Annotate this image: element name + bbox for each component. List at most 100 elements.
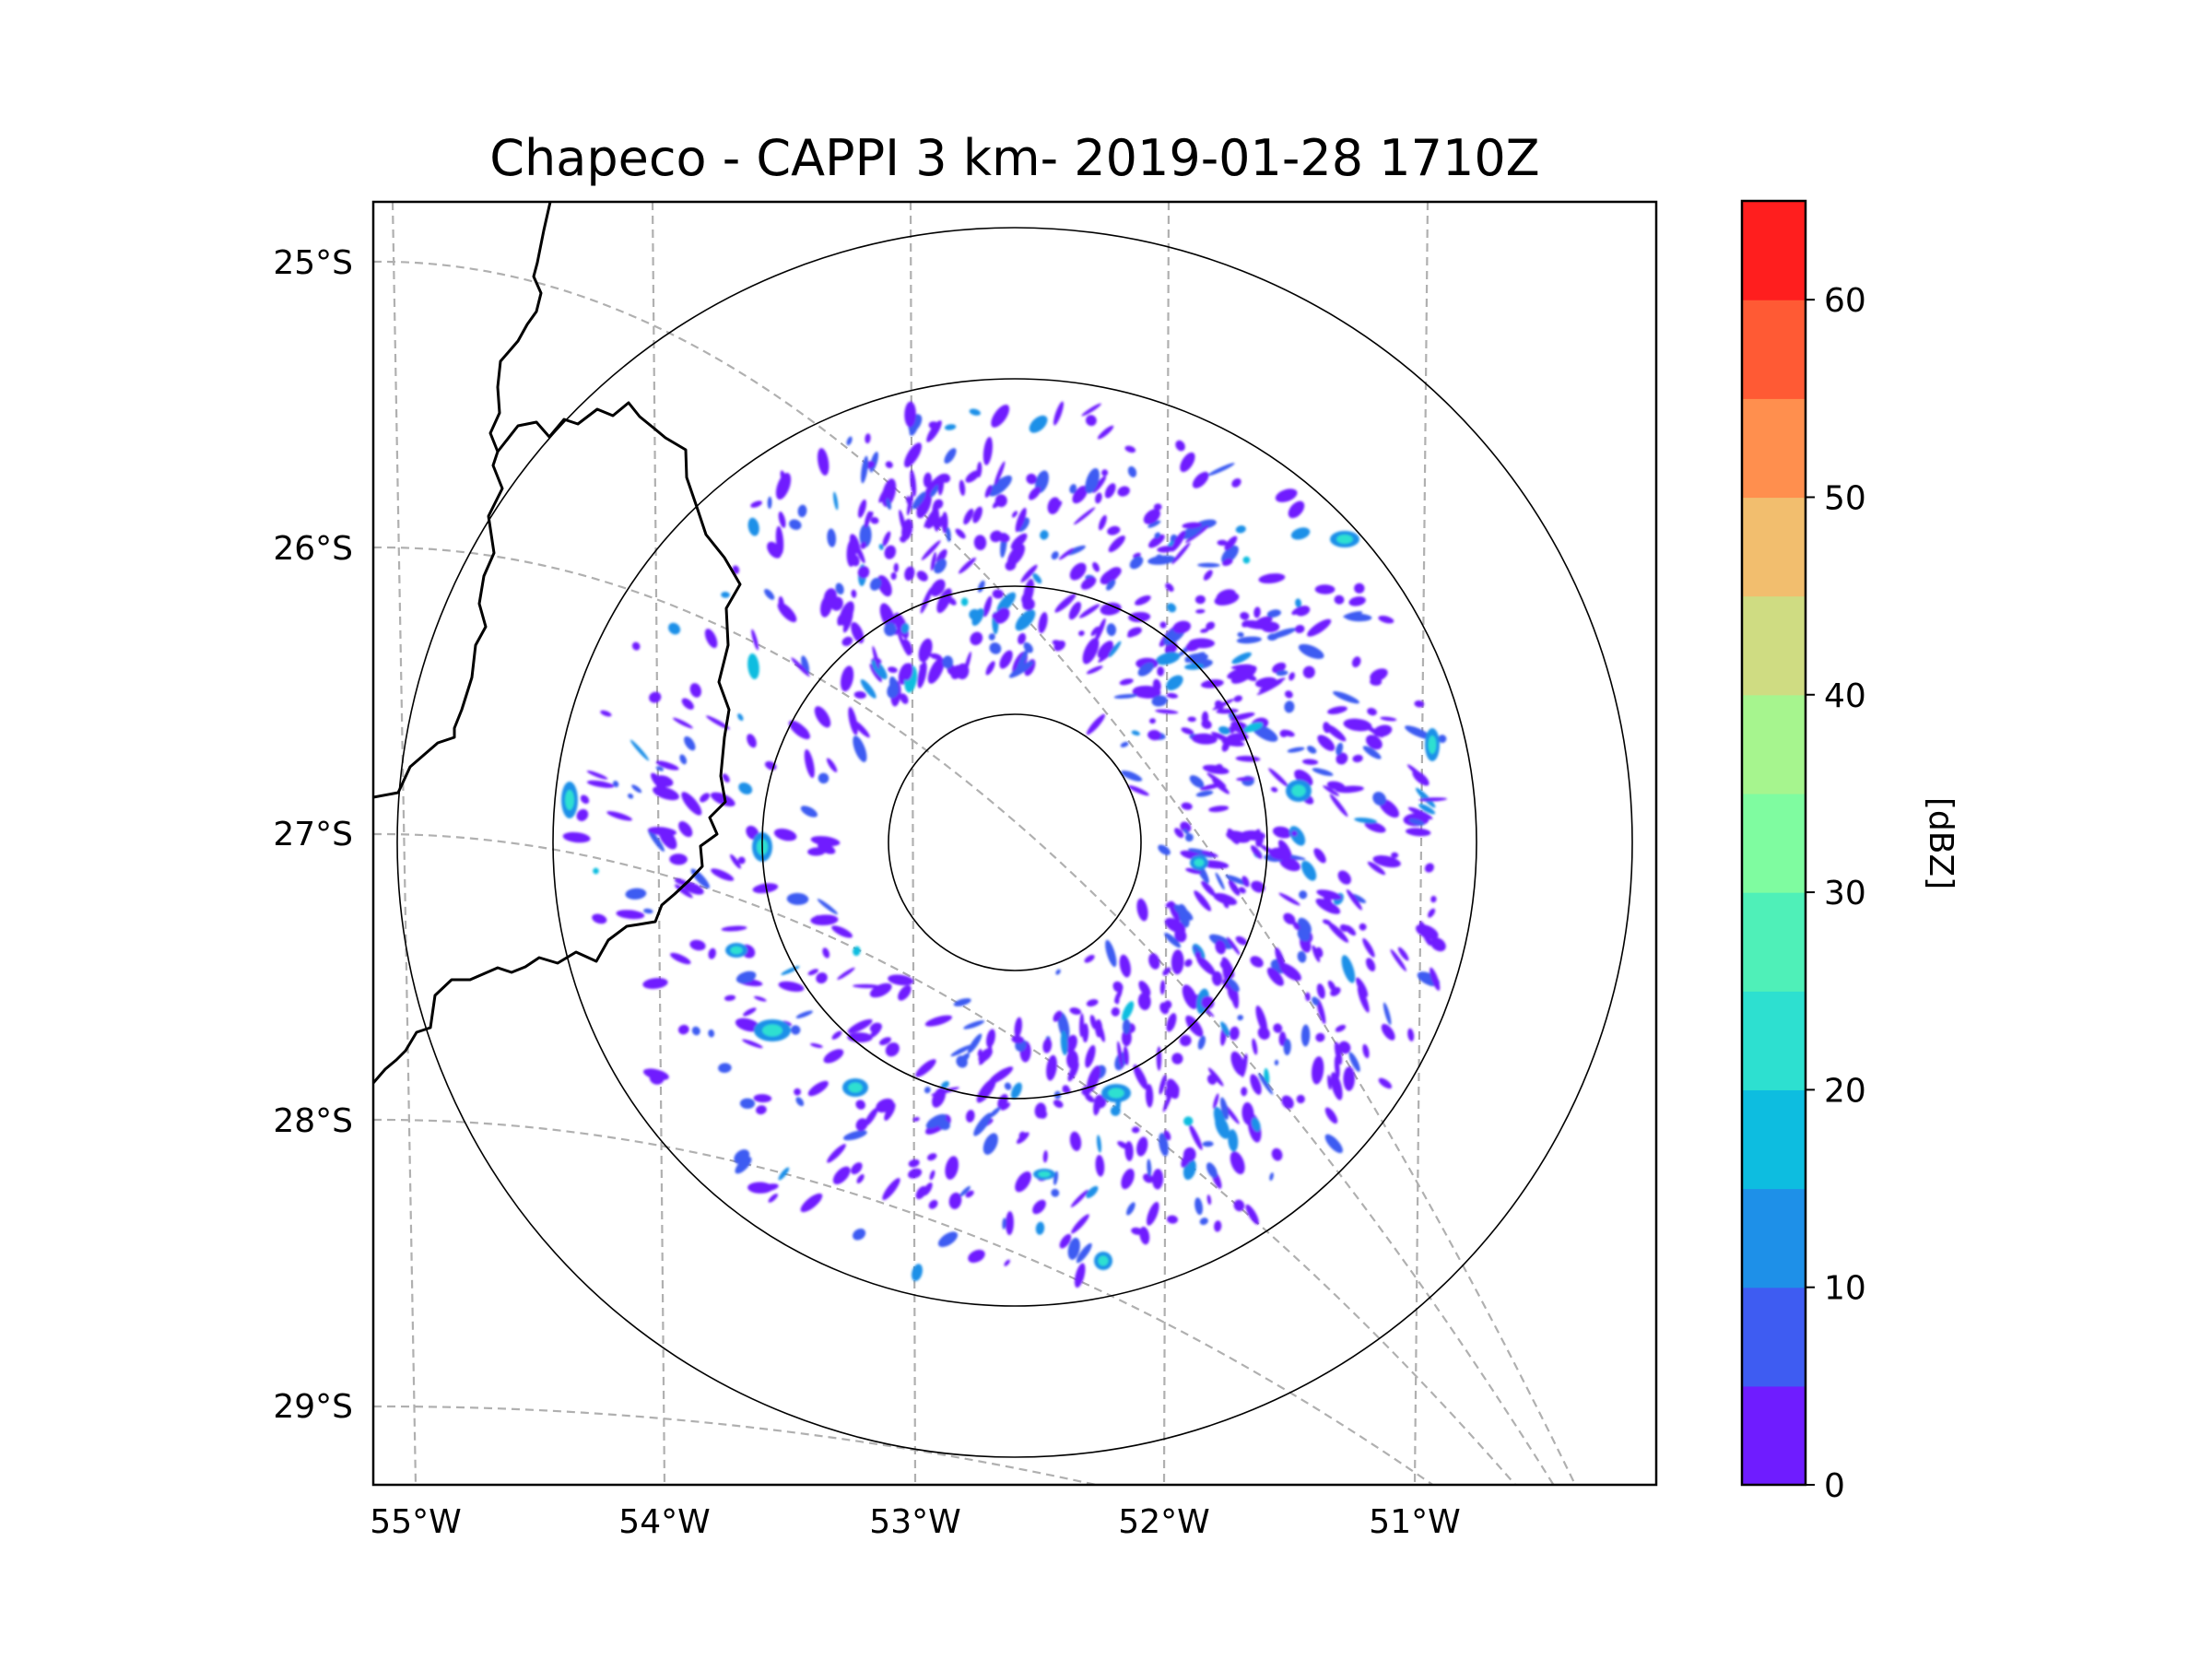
echo-cell	[982, 437, 993, 465]
echo-cell	[1171, 542, 1191, 565]
echo-cell	[730, 853, 741, 869]
echo-cell	[1270, 786, 1278, 793]
echo-cell	[1201, 851, 1218, 857]
echo-cell	[1207, 463, 1235, 477]
echo-cell	[900, 623, 910, 634]
echo-cell	[643, 908, 653, 914]
echo-cell	[860, 679, 877, 699]
echo-cell	[928, 1199, 938, 1209]
echo-cell	[1053, 1010, 1063, 1022]
echo-cell	[1359, 923, 1367, 931]
echo-cell	[1185, 641, 1201, 652]
echo-cell	[864, 1107, 878, 1127]
echo-cell	[1182, 984, 1198, 1009]
echo-cell	[1143, 1173, 1154, 1183]
echo-cell	[963, 651, 971, 675]
colorbar-bin	[1742, 398, 1806, 499]
colorbar-tick-label: 40	[1824, 677, 1866, 715]
echo-cell	[885, 461, 893, 468]
echo-cell	[1178, 903, 1190, 928]
echo-cell	[817, 899, 838, 915]
echo-cell	[853, 1229, 866, 1241]
echo-cell	[948, 1192, 962, 1209]
echo-cell	[1317, 735, 1335, 751]
echo-cell	[1187, 716, 1196, 723]
echo-cell	[1346, 888, 1362, 911]
echo-cell	[1296, 1094, 1305, 1104]
echo-cell	[708, 1029, 715, 1038]
echo-cell	[780, 470, 787, 484]
echo-cell	[1364, 821, 1386, 833]
echo-cell	[1067, 1061, 1079, 1082]
echo-cell	[775, 525, 784, 555]
echo-cell	[950, 665, 962, 679]
echo-cell	[1129, 556, 1144, 570]
lon-tick-label: 51°W	[1369, 1503, 1460, 1541]
echo-cell	[818, 842, 836, 854]
echo-cell	[1367, 861, 1386, 876]
echo-cell	[737, 856, 746, 865]
echo-cell	[1315, 1032, 1325, 1042]
echo-cell	[1221, 545, 1239, 564]
echo-cell	[1071, 1214, 1089, 1234]
echo-cell	[1214, 1220, 1222, 1232]
echo-cell	[959, 557, 976, 574]
colorbar-tick-label: 10	[1824, 1270, 1866, 1308]
echo-cell	[1069, 484, 1077, 494]
echo-cell	[1316, 998, 1326, 1025]
echo-cell	[722, 773, 730, 783]
echo-cell	[1266, 967, 1284, 986]
echo-cell	[1171, 949, 1184, 975]
echo-cell	[916, 571, 928, 582]
echo-cell	[930, 551, 936, 571]
echo-cell	[1180, 452, 1195, 473]
echo-cell	[1255, 1006, 1268, 1034]
echo-cell	[1089, 1015, 1097, 1030]
echo-cell	[1316, 889, 1342, 900]
echo-cell	[1397, 947, 1409, 961]
echo-cell	[773, 828, 797, 841]
echo-cell	[1162, 1089, 1173, 1112]
echo-cell	[1202, 764, 1230, 774]
echo-cell	[1070, 1189, 1088, 1207]
colorbar-bin	[1742, 201, 1806, 300]
map-area[interactable]	[371, 200, 1658, 1656]
echo-core	[848, 1082, 863, 1093]
echo-cell	[1145, 1084, 1154, 1108]
echo-cell	[1231, 477, 1241, 488]
echo-cell	[1273, 1023, 1283, 1033]
echo-cell	[912, 1264, 923, 1282]
echo-cell	[930, 484, 939, 498]
echo-cell	[1026, 473, 1037, 485]
echo-cell	[689, 939, 706, 951]
echo-cell	[1354, 818, 1378, 824]
echo-cell	[752, 883, 779, 894]
echo-cell	[1151, 695, 1168, 707]
echo-cell	[994, 461, 1006, 486]
echo-cell	[1131, 1126, 1140, 1134]
echo-cell	[1326, 781, 1346, 791]
map-background	[373, 202, 1656, 1485]
echo-cell	[1254, 616, 1273, 627]
echo-cell	[1196, 956, 1216, 975]
echo-cell	[751, 629, 759, 651]
lat-tick-label: 25°S	[273, 244, 353, 282]
echo-cell	[1189, 775, 1205, 788]
lat-tick-label: 27°S	[273, 816, 353, 853]
echo-cell	[679, 754, 688, 765]
echo-cell	[1078, 604, 1100, 618]
echo-cell	[1343, 718, 1372, 732]
echo-cell	[1194, 594, 1206, 605]
echo-cell	[940, 1080, 949, 1089]
lon-tick-label: 53°W	[869, 1503, 960, 1541]
echo-cell	[810, 914, 839, 925]
echo-cell	[973, 535, 987, 550]
echo-cell	[920, 587, 933, 614]
echo-cell	[1015, 507, 1027, 533]
echo-cell	[1251, 1117, 1261, 1132]
echo-cell	[831, 1030, 842, 1040]
echo-cell	[1236, 776, 1255, 782]
echo-cell	[1231, 652, 1252, 665]
echo-cell	[1184, 833, 1194, 842]
echo-cell	[1084, 954, 1095, 963]
